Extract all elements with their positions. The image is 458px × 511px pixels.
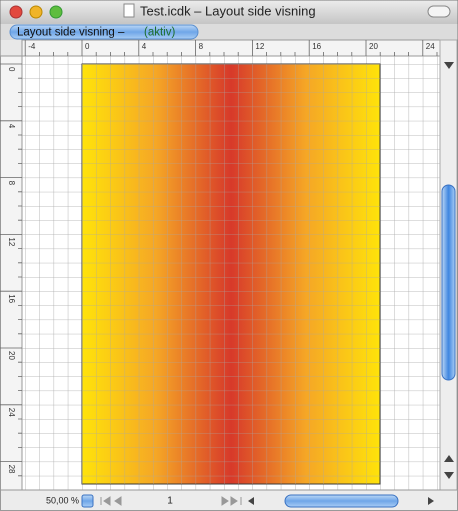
page-back-buttons[interactable] <box>100 496 122 506</box>
scroll-top[interactable] <box>444 62 454 69</box>
ruler-ticks <box>0 40 438 477</box>
page-grid <box>82 64 380 484</box>
ruler-label: 8 <box>7 181 16 186</box>
tab-status: (aktiv) <box>144 27 175 39</box>
ruler-label: 4 <box>142 42 147 51</box>
ruler-label: -4 <box>28 42 36 51</box>
ruler-label: 12 <box>7 237 16 246</box>
scroll-left[interactable] <box>248 497 254 505</box>
ruler-label: 16 <box>7 294 16 303</box>
page-number: 1 <box>167 496 173 507</box>
horizontal-scroll-thumb[interactable] <box>284 494 399 508</box>
ruler-label: 16 <box>312 42 321 51</box>
ruler-label: 24 <box>426 42 435 51</box>
page-forward-buttons[interactable] <box>221 496 242 506</box>
title-bar <box>0 0 458 25</box>
scroll-right[interactable] <box>428 497 434 505</box>
close-button[interactable] <box>9 5 23 19</box>
ruler-label: 12 <box>255 42 264 51</box>
ruler-label: 20 <box>7 351 16 360</box>
ruler-label: 8 <box>199 42 204 51</box>
tab[interactable] <box>9 24 199 40</box>
ruler-label: 0 <box>85 42 90 51</box>
scroll-down[interactable] <box>444 472 454 479</box>
scroll-up[interactable] <box>444 455 454 462</box>
document-icon <box>123 3 135 18</box>
tab-label: Layout side visning – <box>17 27 125 39</box>
window-title: Test.icdk – Layout side visning <box>140 3 316 18</box>
zoom-level: 50,00 % <box>46 495 79 505</box>
zoom-menu[interactable] <box>81 494 94 508</box>
ruler-label: 0 <box>7 67 16 72</box>
vertical-scroll-thumb[interactable] <box>441 184 456 381</box>
ruler-label: 24 <box>7 408 16 417</box>
ruler-label: 4 <box>7 124 16 129</box>
ruler-label: 20 <box>369 42 378 51</box>
ruler-label: 28 <box>7 465 16 474</box>
toolbar-button[interactable] <box>427 5 451 18</box>
minimize-button[interactable] <box>29 5 43 19</box>
zoom-button[interactable] <box>49 5 63 19</box>
